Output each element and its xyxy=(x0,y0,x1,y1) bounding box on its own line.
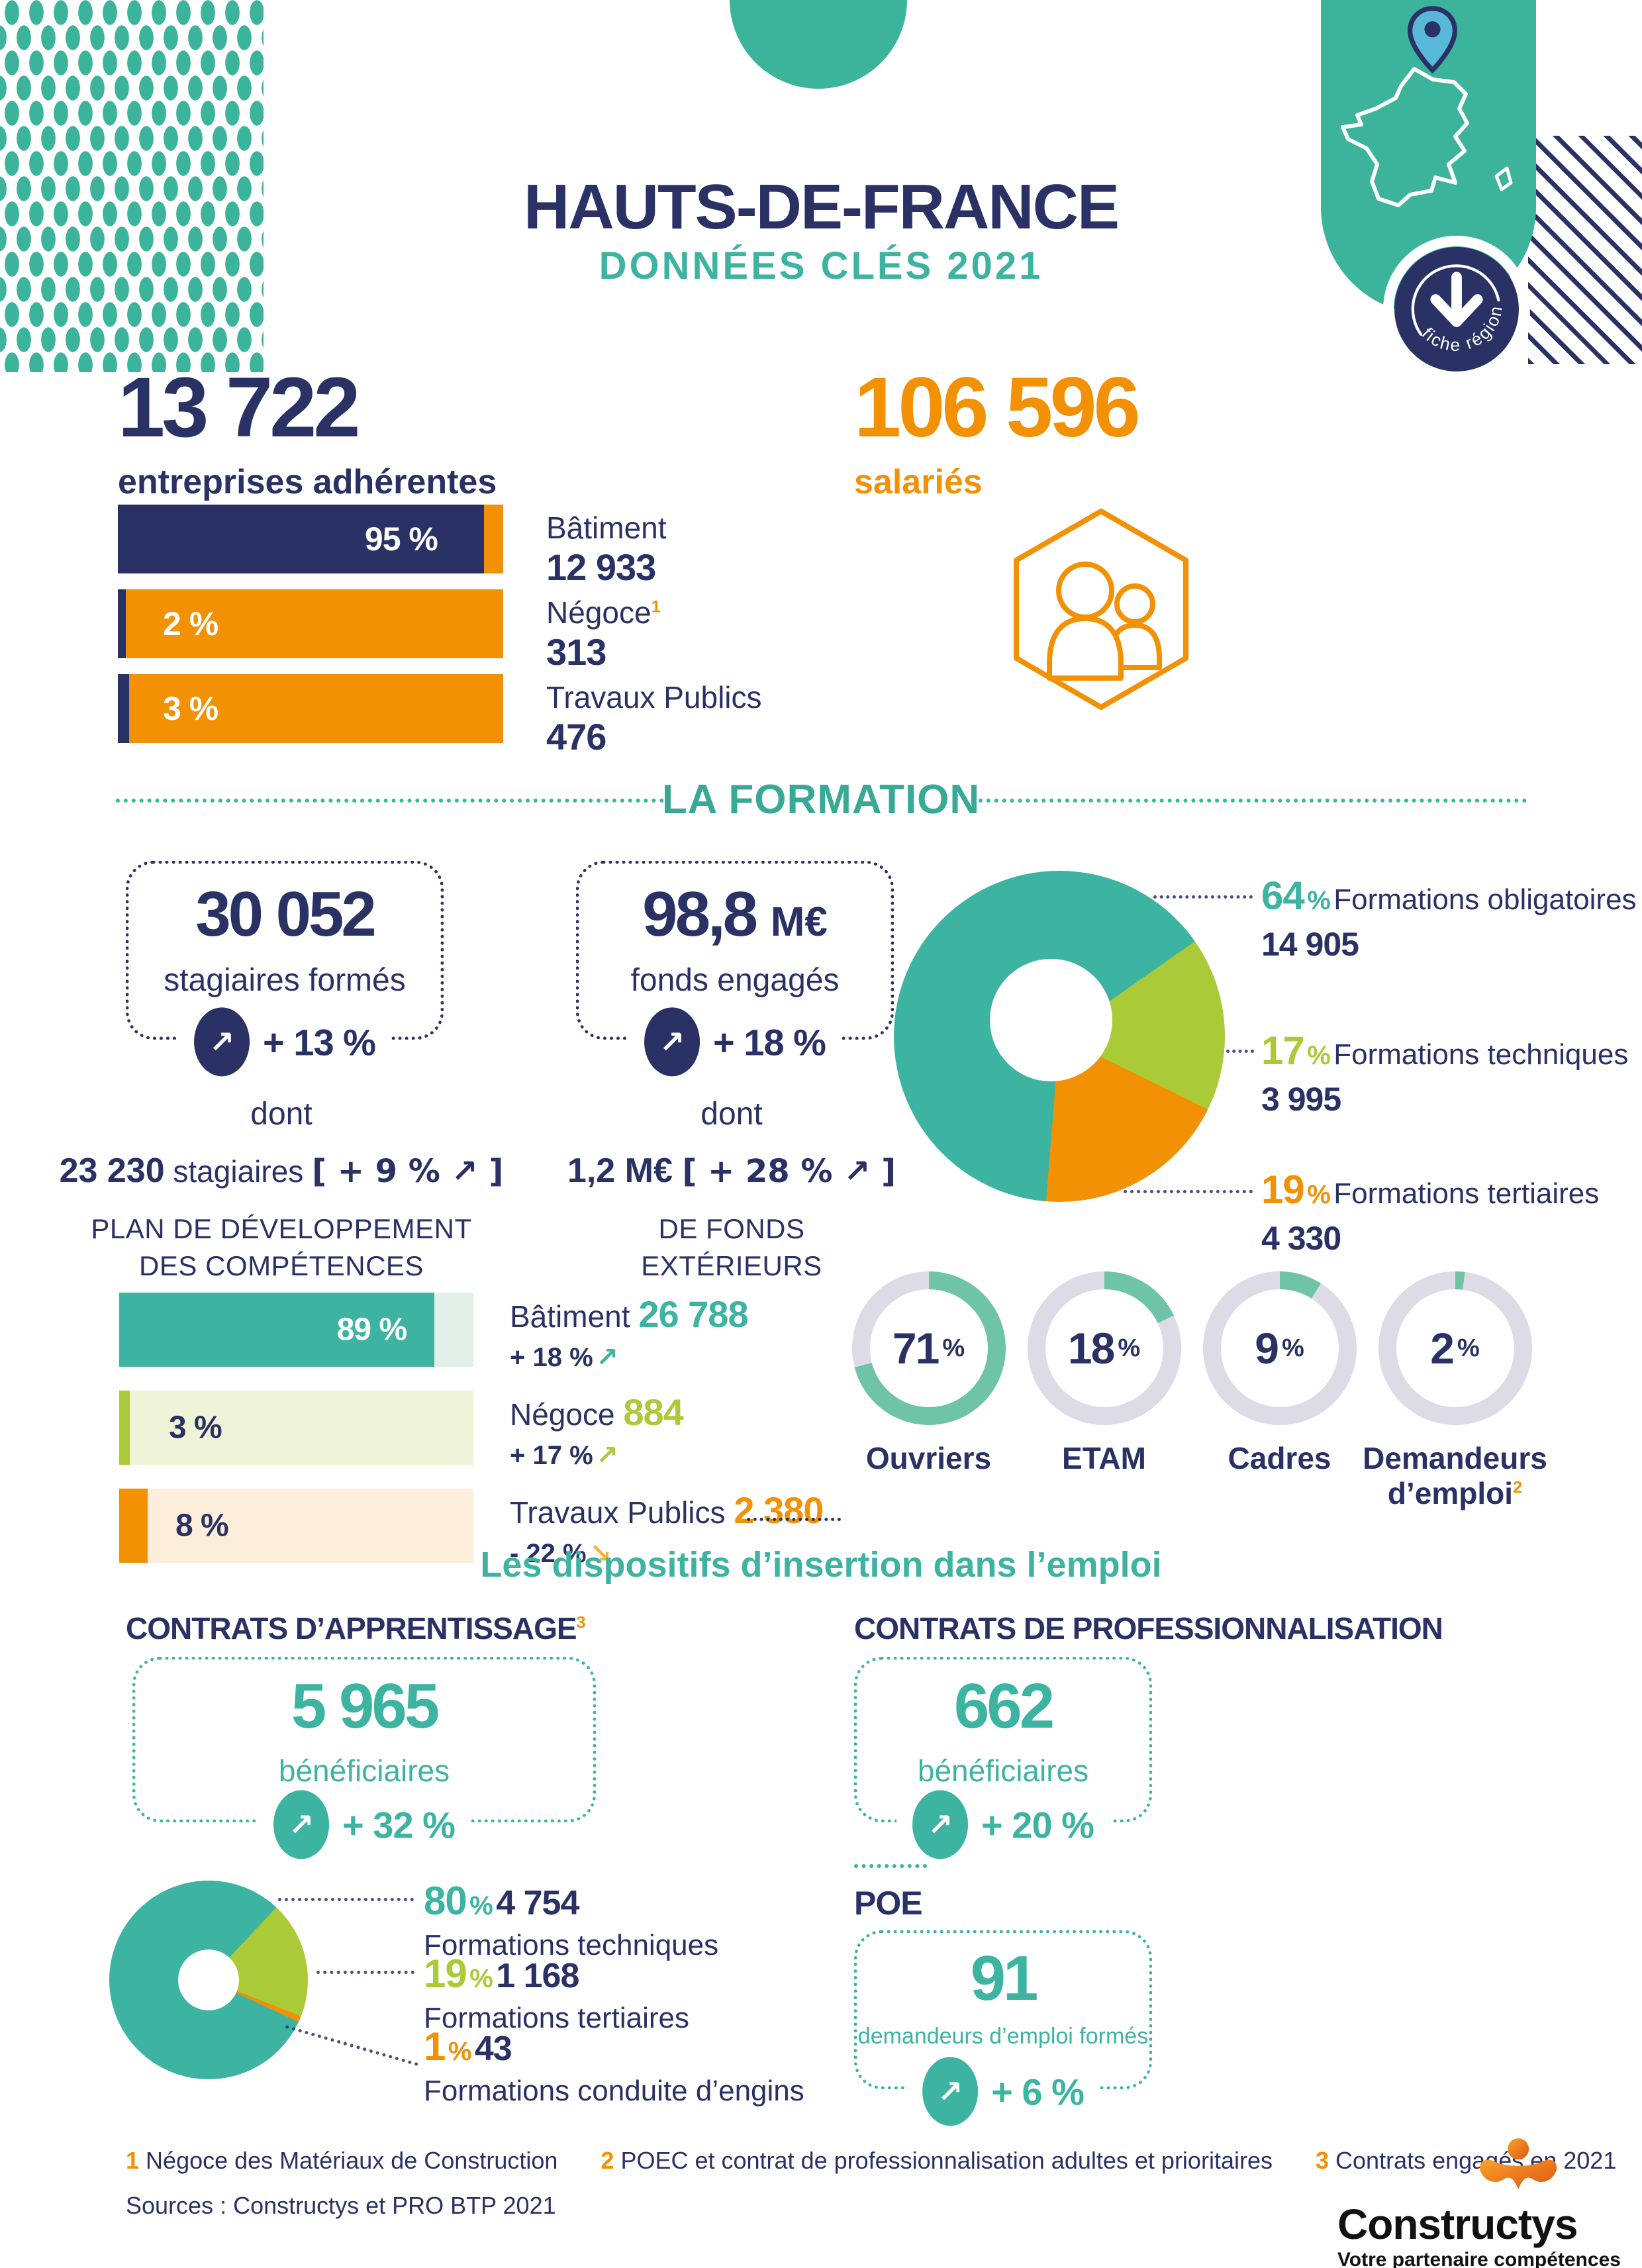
stagiaires-value: 30 052 xyxy=(195,879,377,950)
dots-pattern xyxy=(0,0,264,372)
stagiaires-bar-negoce: 3 % xyxy=(119,1391,473,1465)
trend-up-icon: ↗ xyxy=(644,1007,700,1077)
salaries-value: 106 596 xyxy=(854,360,1141,455)
formation-types-pie-chart xyxy=(894,871,1225,1202)
trend-up-icon: ↗ xyxy=(912,1790,969,1859)
apprentissage-stat-box: 5 965 bénéficiaires ↗ + 32 % xyxy=(132,1657,596,1859)
bar-pct-label: 3 % xyxy=(169,1410,222,1446)
salaries-category-gauges: 71% Ouvriers 18% ETAM 9% Cadres 2% Deman… xyxy=(841,1271,1547,1511)
apprentissage-value: 5 965 xyxy=(291,1671,440,1742)
page-subtitle: DONNÉES CLÉS 2021 xyxy=(599,244,1043,287)
leader-line xyxy=(1226,1050,1254,1053)
pie-legend-techniques: 17 % Formations techniques 3 995 xyxy=(1261,1028,1629,1118)
adherents-bar-label-travaux-publics: Travaux Publics 476 xyxy=(546,680,762,758)
badge-ring xyxy=(1411,264,1500,336)
apprentissage-legend-techniques: 80 % 4 754 Formations techniques xyxy=(424,1879,719,1961)
pie-hole xyxy=(990,959,1112,1081)
leader-line xyxy=(278,1898,414,1901)
adherents-bar-label-batiment: Bâtiment 12 933 xyxy=(546,511,667,588)
fonds-delta: ↗ + 18 % xyxy=(628,1007,842,1077)
adherents-label: entreprises adhérentes xyxy=(118,463,497,501)
stagiaires-bar-batiment: 89 % xyxy=(119,1293,473,1367)
adherents-bar-batiment: 95 % xyxy=(118,505,503,573)
bar-pct-label: 2 % xyxy=(163,605,218,642)
top-circle-decoration xyxy=(730,0,907,89)
adherents-bar-negoce: 2 % xyxy=(118,589,503,658)
stagiaires-bar-label-negoce: Négoce 884 + 17 % ↗ xyxy=(510,1391,684,1471)
adherents-bar-label-negoce: Négoce1 313 xyxy=(546,595,661,673)
constructys-logo-icon xyxy=(1479,2138,1557,2189)
adherents-bar-travaux-publics: 3 % xyxy=(118,674,503,743)
leader-line xyxy=(1153,895,1253,899)
pie-hole xyxy=(178,1949,239,2010)
gauge-etam: 18% ETAM xyxy=(1016,1271,1192,1511)
fonds-stat-box: 98,8 M€ fonds engagés ↗ + 18 % xyxy=(576,861,894,1077)
footnote-2: 2 POEC et contrat de professionnalisatio… xyxy=(601,2147,1273,2174)
leader-line xyxy=(1124,1190,1253,1193)
stagiaires-dont-block: dont 23 230 stagiaires [ + 9 % ↗ ] PLAN … xyxy=(59,1097,504,1281)
stagiaires-stat-box: 30 052 stagiaires formés ↗ + 13 % xyxy=(126,861,444,1077)
gauge-demandeurs-emploi: 2% Demandeurs d’emploi2 xyxy=(1363,1271,1547,1511)
trend-up-icon: ↗ xyxy=(273,1790,330,1859)
poe-heading: POE xyxy=(854,1885,923,1922)
apprentissage-legend-tertiaires: 19 % 1 168 Formations tertiaires xyxy=(424,1951,690,2034)
poe-stat-box: 91 demandeurs d’emploi formés ↗ + 6 % xyxy=(854,1930,1152,2126)
salaries-label: salariés xyxy=(854,463,983,501)
adherents-value: 13 722 xyxy=(118,360,360,455)
stagiaires-delta: ↗ + 13 % xyxy=(178,1007,391,1077)
bar-pct-label: 8 % xyxy=(175,1508,229,1544)
poe-value: 91 xyxy=(970,1943,1039,2014)
fonds-dont-block: dont 1,2 M€ [ + 28 % ↗ ] DE FONDS EXTÉRI… xyxy=(567,1097,896,1281)
trend-up-icon: ↗ xyxy=(194,1007,250,1077)
bar-pct-label: 3 % xyxy=(163,690,218,727)
formation-section-title: LA FORMATION xyxy=(661,777,981,822)
apprentissage-heading: CONTRATS D’APPRENTISSAGE3 xyxy=(126,1611,586,1646)
professionnalisation-label: bénéficiaires xyxy=(917,1753,1089,1788)
stagiaires-bar-travaux-publics: 8 % xyxy=(119,1489,473,1563)
apprentissage-label: bénéficiaires xyxy=(278,1753,450,1788)
constructys-logo-name: Constructys xyxy=(1337,2200,1578,2248)
gauge-ouvriers: 71% Ouvriers xyxy=(841,1271,1016,1511)
poe-delta: ↗ + 6 % xyxy=(906,2057,1100,2126)
gauge-cadres: 9% Cadres xyxy=(1192,1271,1367,1511)
footnotes: 1 Négoce des Matériaux de Construction 2… xyxy=(126,2147,1616,2175)
professionnalisation-value: 662 xyxy=(953,1671,1055,1742)
trend-up-icon: ↗ xyxy=(922,2057,979,2126)
professionnalisation-delta: ↗ + 20 % xyxy=(896,1790,1110,1859)
professionnalisation-heading: CONTRATS DE PROFESSIONNALISATION xyxy=(854,1611,1443,1646)
location-pin-icon xyxy=(1408,6,1457,74)
divider-dots-right xyxy=(979,799,1527,803)
divider-dots-left xyxy=(116,799,664,803)
stagiaires-label: stagiaires formés xyxy=(164,963,406,998)
pie-legend-obligatoires: 64 % Formations obligatoires 14 905 xyxy=(1261,873,1637,963)
poe-divider-dots xyxy=(854,1864,927,1868)
poe-label: demandeurs d’emploi formés xyxy=(857,2024,1149,2049)
leader-line xyxy=(316,1971,414,1974)
fiche-region-download-badge[interactable]: fiche région xyxy=(1394,246,1520,372)
apprentissage-legend-conduite-engins: 1 % 43 Formations conduite d’engins xyxy=(424,2024,804,2107)
stagiaires-bar-label-travaux-publics: Travaux Publics 2 380 - 22 % ↘ xyxy=(510,1489,824,1569)
bar-pct-label: 95 % xyxy=(364,520,438,558)
apprentissage-delta: ↗ + 32 % xyxy=(258,1790,471,1859)
stagiaires-bar-label-batiment: Bâtiment 26 788 + 18 % ↗ xyxy=(510,1293,749,1373)
footnote-3: 3 Contrats engagés en 2021 xyxy=(1315,2147,1617,2174)
mini-divider-dots xyxy=(747,1518,841,1521)
sources: Sources : Constructys et PRO BTP 2021 xyxy=(126,2192,556,2219)
france-map-outline xyxy=(1341,67,1513,207)
fonds-label: fonds engagés xyxy=(630,963,840,998)
fonds-unit: M€ xyxy=(770,899,828,945)
pie-legend-tertiaires: 19 % Formations tertiaires 4 330 xyxy=(1261,1167,1600,1257)
professionnalisation-stat-box: 662 bénéficiaires ↗ + 20 % xyxy=(854,1657,1152,1859)
page-title: HAUTS-DE-FRANCE xyxy=(524,172,1120,242)
apprentissage-pie-chart xyxy=(109,1881,308,2079)
footnote-1: 1 Négoce des Matériaux de Construction xyxy=(126,2147,558,2174)
bar-pct-label: 89 % xyxy=(336,1312,407,1348)
leader-line xyxy=(285,2025,418,2067)
dispositifs-section-title: Les dispositifs d’insertion dans l’emplo… xyxy=(480,1545,1162,1585)
fonds-value: 98,8 xyxy=(642,879,758,950)
constructys-logo-tagline: Votre partenaire compétences xyxy=(1337,2249,1621,2268)
diagonal-stripes-decoration xyxy=(1528,136,1642,364)
salaries-people-hexagon-icon xyxy=(1014,509,1188,710)
